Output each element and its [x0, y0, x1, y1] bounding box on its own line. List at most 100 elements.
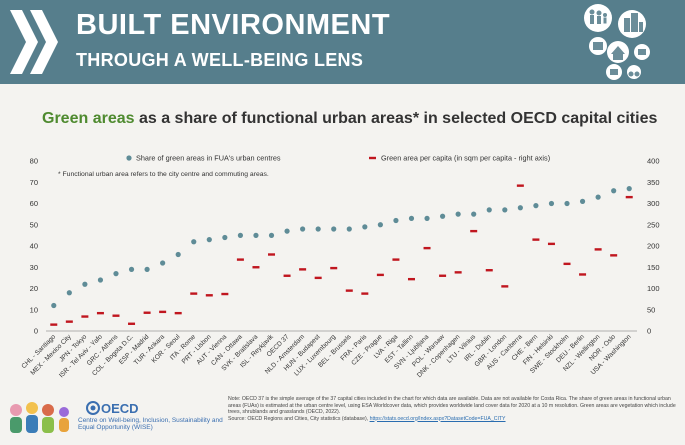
share-point [362, 224, 368, 230]
share-point [611, 188, 617, 194]
share-point [408, 215, 415, 221]
share-point [455, 211, 461, 217]
share-point [331, 226, 337, 232]
y-left-tick-label: 20 [30, 284, 38, 293]
share-point [97, 277, 104, 283]
share-point [564, 200, 570, 207]
per-capita-mark [236, 258, 244, 261]
share-point [533, 203, 539, 209]
y-right-tick-label: 0 [647, 327, 651, 336]
y-right-tick-label: 100 [647, 284, 660, 293]
per-capita-mark [547, 242, 555, 246]
share-point [626, 186, 632, 192]
share-point [237, 232, 244, 238]
share-point [222, 234, 228, 241]
share-point [439, 213, 446, 219]
share-point [579, 198, 586, 204]
per-capita-mark [625, 195, 633, 199]
y-left-tick-label: 40 [30, 242, 38, 251]
y-right-tick-label: 400 [647, 157, 660, 166]
per-capita-mark [268, 253, 276, 256]
share-point [346, 226, 352, 232]
source-link[interactable]: https://stats.oecd.org/Index.aspx?Datase… [369, 415, 506, 422]
header-banner: BUILT ENVIRONMENT THROUGH A WELL-BEING L… [0, 0, 685, 84]
share-point [113, 271, 119, 277]
per-capita-mark [143, 311, 151, 314]
share-point [66, 290, 72, 296]
per-capita-mark [190, 292, 198, 295]
y-right-tick-label: 350 [647, 178, 660, 187]
share-point [424, 215, 430, 221]
green-areas-chart: 0 10 20 30 40 50 60 70 80 0 50 100 150 200 250 300 350 40… [21, 154, 660, 380]
per-capita-mark [563, 262, 571, 266]
legend-marker-per-capita [369, 156, 376, 160]
people-group-icon [10, 402, 69, 433]
per-capita-mark [423, 246, 431, 250]
y-left-tick-label: 80 [30, 157, 38, 166]
share-point [206, 237, 212, 243]
per-capita-mark [610, 254, 618, 257]
y-left-tick-label: 30 [30, 263, 38, 272]
per-capita-mark [470, 229, 478, 233]
chevron-logo-icon [10, 10, 58, 74]
y-left-tick-label: 0 [34, 327, 38, 336]
share-point [548, 200, 555, 207]
share-point [191, 239, 197, 245]
legend-marker-share [126, 155, 132, 161]
y-right-tick-label: 250 [647, 220, 660, 229]
share-point [393, 217, 399, 224]
share-point [268, 232, 275, 238]
y-left-tick-label: 10 [30, 305, 38, 314]
share-point [128, 266, 135, 272]
share-point [284, 228, 290, 234]
y-left-tick-label: 60 [30, 199, 38, 208]
footer-note-text: Note: OECD 37 is the simple average of t… [228, 396, 676, 415]
per-capita-mark [516, 184, 524, 187]
share-point [160, 260, 166, 266]
footer-source: Source: OECD Regions and Cities, City st… [228, 415, 370, 422]
y-right-tick-label: 50 [647, 305, 655, 314]
per-capita-mark [330, 266, 338, 270]
well-being-icons-cluster [584, 4, 650, 80]
per-capita-mark [407, 277, 415, 281]
share-point [300, 226, 306, 232]
per-capita-mark [252, 266, 260, 269]
per-capita-mark [501, 285, 509, 288]
per-capita-mark [532, 238, 540, 241]
per-capita-mark [485, 269, 493, 272]
per-capita-mark [65, 320, 73, 323]
y-left-tick-label: 50 [30, 220, 38, 229]
y-right-tick-label: 150 [647, 263, 660, 272]
chart-title-green: Green areas [42, 110, 135, 127]
chart-title-rest: as a share of functional urban areas* in… [134, 110, 658, 127]
per-capita-mark [439, 274, 447, 277]
per-capita-mark [361, 292, 369, 295]
share-point [144, 266, 150, 272]
share-point [471, 211, 477, 217]
share-point [486, 207, 492, 213]
per-capita-mark [112, 314, 120, 317]
oecd-name: OECD [101, 401, 139, 416]
share-point [502, 207, 508, 213]
y-left-tick-label: 70 [30, 178, 38, 187]
share-point [253, 232, 259, 238]
legend-label-share: Share of green areas in FUA's urban cent… [136, 154, 281, 163]
per-capita-mark [392, 258, 400, 261]
oecd-centre-name: Centre on Well-being, Inclusion, Sustain… [78, 417, 223, 432]
per-capita-mark [205, 294, 213, 297]
per-capita-mark [314, 276, 322, 280]
share-point [315, 226, 321, 232]
chart-title: Green areas as a share of functional urb… [42, 110, 657, 128]
share-point [51, 302, 57, 309]
oecd-logo-icon [86, 401, 100, 415]
people-illustration [6, 398, 76, 445]
per-capita-mark [579, 273, 587, 276]
footer-note: Note: OECD 37 is the simple average of t… [228, 396, 680, 422]
per-capita-mark [96, 311, 104, 315]
per-capita-mark [299, 268, 307, 271]
share-point [377, 222, 383, 228]
share-point [595, 194, 601, 200]
per-capita-mark [454, 271, 462, 274]
page-title: BUILT ENVIRONMENT [76, 9, 391, 41]
per-capita-mark [174, 311, 182, 315]
